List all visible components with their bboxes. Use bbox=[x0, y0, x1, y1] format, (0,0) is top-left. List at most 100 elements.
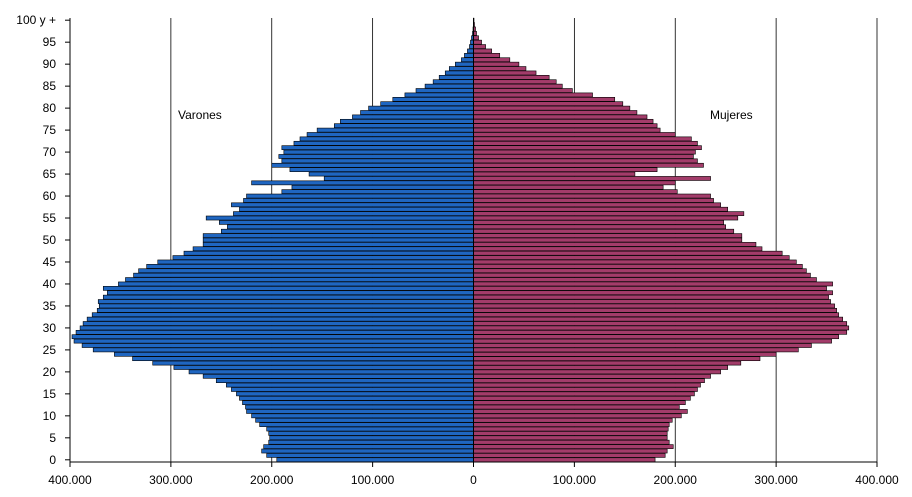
bar-varones-24 bbox=[114, 351, 474, 357]
bar-mujeres-75 bbox=[473, 127, 661, 133]
bar-mujeres-13 bbox=[473, 400, 686, 405]
bar-varones-1 bbox=[266, 453, 474, 458]
bar-mujeres-20 bbox=[473, 369, 721, 375]
bar-mujeres-12 bbox=[473, 404, 680, 410]
bar-mujeres-45 bbox=[473, 259, 797, 265]
bar-mujeres-66 bbox=[473, 167, 658, 172]
y-tick-label-18: 90 bbox=[43, 57, 57, 71]
bar-varones-62 bbox=[291, 184, 474, 190]
bar-varones-19 bbox=[202, 373, 474, 379]
y-tick-label-17: 85 bbox=[43, 79, 57, 93]
bar-varones-2 bbox=[261, 448, 474, 454]
y-tick-label-3: 15 bbox=[43, 387, 57, 401]
y-tick-label-2: 10 bbox=[43, 409, 57, 423]
bar-mujeres-55 bbox=[473, 215, 739, 221]
bar-varones-31 bbox=[82, 321, 474, 326]
bar-varones-25 bbox=[92, 347, 474, 353]
bar-mujeres-39 bbox=[473, 286, 827, 291]
bar-mujeres-42 bbox=[473, 272, 811, 278]
bar-mujeres-11 bbox=[473, 409, 688, 414]
series-label-varones: Varones bbox=[178, 108, 222, 122]
bar-mujeres-37 bbox=[473, 294, 829, 300]
bar-varones-70 bbox=[283, 149, 474, 155]
y-tick-label-16: 80 bbox=[43, 101, 57, 115]
bar-varones-77 bbox=[340, 118, 474, 124]
bar-mujeres-78 bbox=[473, 114, 648, 120]
bar-mujeres-44 bbox=[473, 264, 803, 269]
bar-mujeres-48 bbox=[473, 246, 763, 252]
x-tick-label-0: 400.000 bbox=[48, 473, 92, 487]
bar-mujeres-63 bbox=[473, 180, 676, 186]
bar-mujeres-89 bbox=[473, 66, 527, 71]
bar-mujeres-31 bbox=[473, 321, 848, 326]
bar-mujeres-5 bbox=[473, 435, 668, 441]
bar-varones-73 bbox=[299, 136, 474, 142]
bar-varones-37 bbox=[102, 294, 474, 300]
x-tick-label-3: 100.000 bbox=[351, 473, 395, 487]
bar-varones-12 bbox=[245, 404, 474, 410]
bar-varones-44 bbox=[146, 264, 474, 269]
bar-mujeres-46 bbox=[473, 255, 790, 260]
bar-varones-61 bbox=[281, 189, 474, 194]
bar-varones-20 bbox=[188, 369, 474, 375]
y-tick-label-11: 55 bbox=[43, 211, 57, 225]
bar-mujeres-59 bbox=[473, 198, 714, 203]
bar-mujeres-68 bbox=[473, 158, 698, 164]
bar-mujeres-40 bbox=[473, 281, 833, 287]
y-tick-label-9: 45 bbox=[43, 255, 57, 269]
bar-mujeres-93 bbox=[473, 48, 492, 54]
bar-varones-56 bbox=[233, 211, 474, 216]
bar-varones-59 bbox=[243, 198, 474, 203]
bar-varones-21 bbox=[173, 365, 474, 370]
bar-varones-10 bbox=[251, 413, 474, 419]
bar-varones-82 bbox=[392, 97, 474, 102]
bar-mujeres-21 bbox=[473, 365, 729, 370]
bar-mujeres-94 bbox=[473, 44, 486, 49]
bar-mujeres-85 bbox=[473, 83, 563, 89]
bar-varones-76 bbox=[333, 123, 474, 129]
x-tick-label-8: 400.000 bbox=[855, 473, 899, 487]
bar-varones-51 bbox=[202, 233, 474, 238]
x-axis-tick-labels: 400.000 300.000 200.000 100.000 0 100.000 200.… bbox=[48, 462, 899, 487]
bar-mujeres-51 bbox=[473, 233, 743, 238]
bar-varones-66 bbox=[289, 167, 474, 172]
x-tick-label-7: 300.000 bbox=[754, 473, 798, 487]
bar-varones-30 bbox=[79, 325, 474, 331]
series-mujeres-bars bbox=[473, 17, 850, 463]
y-tick-label-15: 75 bbox=[43, 123, 57, 137]
bar-varones-69 bbox=[278, 154, 474, 159]
bar-varones-18 bbox=[215, 378, 474, 383]
bar-varones-11 bbox=[246, 409, 474, 414]
bar-varones-32 bbox=[86, 316, 474, 322]
bar-mujeres-8 bbox=[473, 422, 670, 427]
bar-varones-65 bbox=[308, 171, 474, 177]
bar-varones-27 bbox=[73, 338, 474, 344]
bar-mujeres-9 bbox=[473, 417, 673, 423]
y-tick-label-1: 5 bbox=[49, 431, 56, 445]
bar-varones-55 bbox=[205, 215, 474, 221]
bar-varones-58 bbox=[231, 202, 474, 208]
y-tick-label-13: 65 bbox=[43, 167, 57, 181]
bar-varones-78 bbox=[352, 114, 474, 120]
bar-mujeres-72 bbox=[473, 140, 698, 146]
y-tick-label-12: 60 bbox=[43, 189, 57, 203]
bar-varones-39 bbox=[102, 286, 474, 291]
bar-varones-28 bbox=[71, 334, 474, 340]
bar-mujeres-6 bbox=[473, 431, 668, 436]
bar-mujeres-84 bbox=[473, 88, 573, 93]
bar-varones-8 bbox=[259, 422, 474, 427]
bar-varones-33 bbox=[91, 312, 474, 318]
bar-mujeres-76 bbox=[473, 123, 658, 129]
bar-varones-26 bbox=[81, 343, 474, 348]
bar-varones-38 bbox=[107, 290, 474, 296]
bar-mujeres-28 bbox=[473, 334, 839, 340]
bar-varones-22 bbox=[152, 360, 474, 366]
bar-varones-5 bbox=[269, 435, 474, 441]
bar-varones-80 bbox=[368, 105, 474, 111]
bar-mujeres-24 bbox=[473, 351, 777, 357]
bar-mujeres-92 bbox=[473, 53, 501, 58]
y-tick-label-6: 30 bbox=[43, 321, 57, 335]
bar-varones-42 bbox=[133, 272, 474, 278]
bar-varones-36 bbox=[97, 299, 474, 304]
